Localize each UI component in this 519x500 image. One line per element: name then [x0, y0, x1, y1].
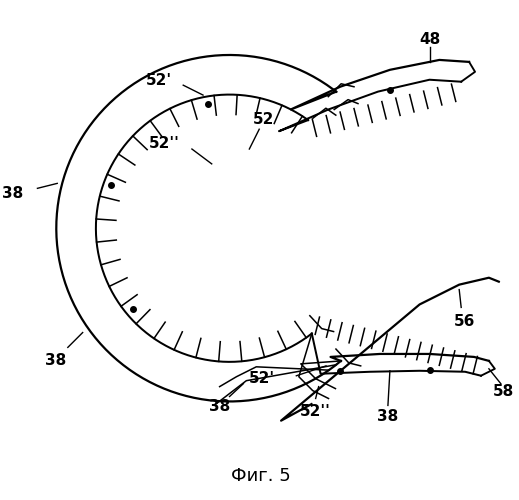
- Text: 52': 52': [249, 372, 275, 386]
- Text: 38: 38: [377, 409, 399, 424]
- Text: Фиг. 5: Фиг. 5: [231, 466, 291, 484]
- Text: 38: 38: [2, 186, 23, 201]
- Text: 48: 48: [419, 32, 440, 46]
- Text: 56: 56: [454, 314, 475, 329]
- Text: 58: 58: [493, 384, 514, 399]
- Text: 52'': 52'': [149, 136, 180, 150]
- Text: 38: 38: [209, 399, 230, 414]
- Text: 38: 38: [45, 353, 66, 368]
- Text: 52: 52: [253, 112, 274, 127]
- Text: 52'': 52'': [300, 404, 331, 419]
- Text: 52': 52': [145, 72, 172, 88]
